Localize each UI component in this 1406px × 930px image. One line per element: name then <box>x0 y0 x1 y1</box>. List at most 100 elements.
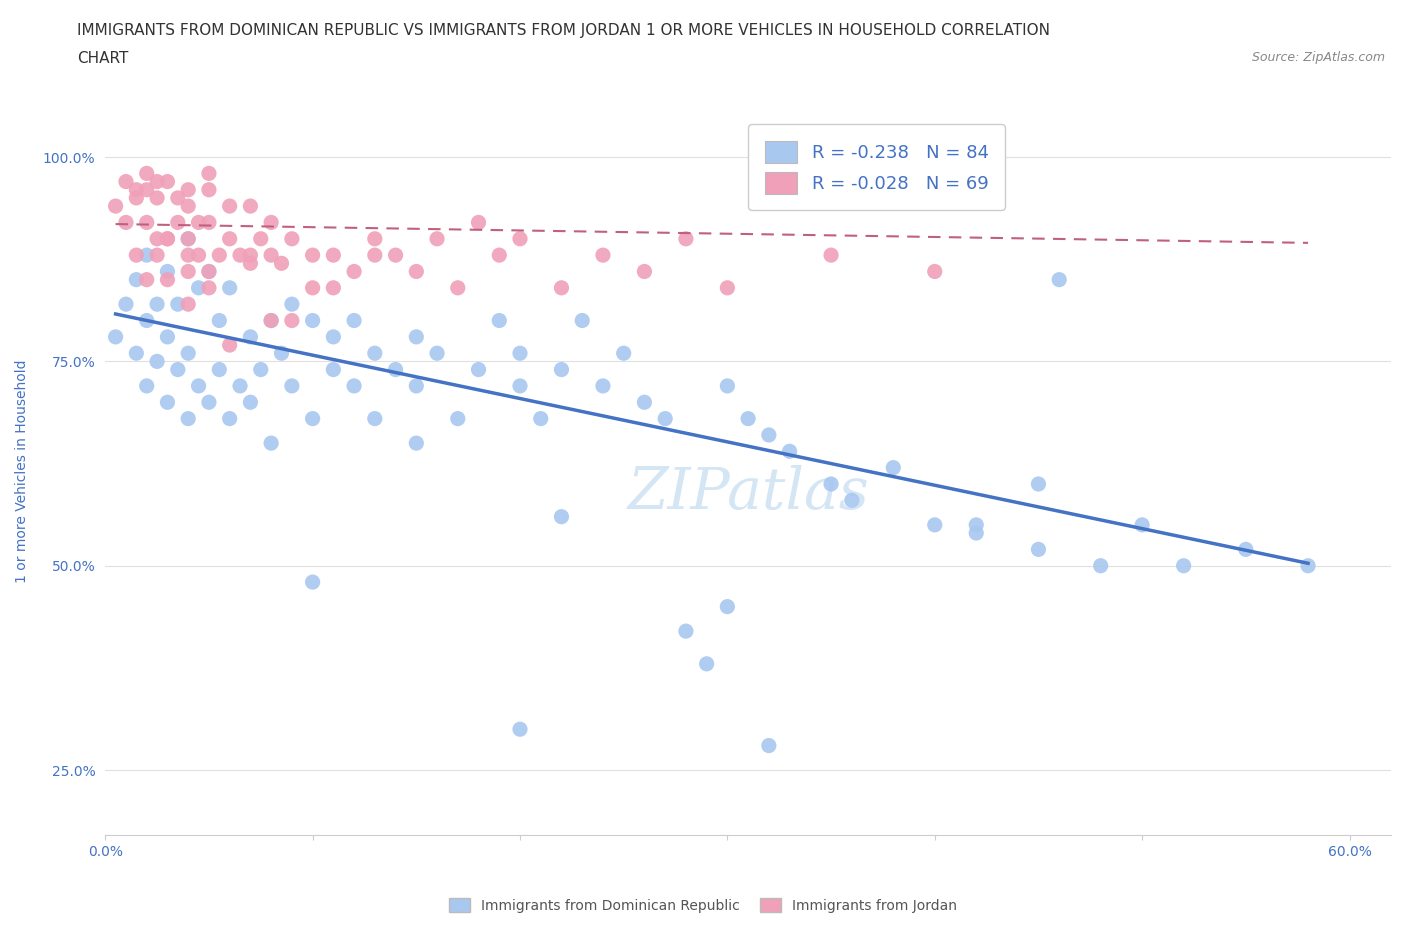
Point <box>146 232 169 246</box>
Point <box>343 313 366 328</box>
Point <box>550 510 572 525</box>
Point <box>281 232 304 246</box>
Point <box>364 232 387 246</box>
Point <box>405 264 427 279</box>
Point <box>322 247 344 262</box>
Point <box>675 232 697 246</box>
Point <box>716 379 738 393</box>
Point <box>260 247 283 262</box>
Point <box>239 329 262 344</box>
Point <box>965 525 987 540</box>
Point <box>530 411 553 426</box>
Point <box>156 395 179 410</box>
Point <box>509 722 531 737</box>
Point <box>426 232 449 246</box>
Text: Source: ZipAtlas.com: Source: ZipAtlas.com <box>1251 51 1385 64</box>
Point <box>364 411 387 426</box>
Point <box>924 517 946 532</box>
Point <box>125 182 148 197</box>
Point <box>166 191 188 206</box>
Point <box>426 346 449 361</box>
Point <box>260 313 283 328</box>
Point <box>301 247 323 262</box>
Point <box>177 182 200 197</box>
Point <box>301 280 323 295</box>
Point <box>405 435 427 450</box>
Point <box>716 280 738 295</box>
Point <box>260 435 283 450</box>
Point <box>322 362 344 377</box>
Point <box>509 379 531 393</box>
Point <box>166 215 188 230</box>
Point <box>716 599 738 614</box>
Point <box>125 191 148 206</box>
Point <box>104 199 127 214</box>
Point <box>198 166 221 180</box>
Point <box>1130 517 1153 532</box>
Point <box>177 264 200 279</box>
Point <box>1047 272 1070 287</box>
Point <box>550 362 572 377</box>
Point <box>779 444 801 458</box>
Point <box>135 313 157 328</box>
Point <box>135 247 157 262</box>
Point <box>841 493 863 508</box>
Point <box>633 395 655 410</box>
Point <box>654 411 676 426</box>
Point <box>177 346 200 361</box>
Point <box>281 379 304 393</box>
Point <box>758 428 780 443</box>
Point <box>405 329 427 344</box>
Point <box>281 297 304 312</box>
Point <box>198 395 221 410</box>
Point <box>125 247 148 262</box>
Point <box>239 247 262 262</box>
Point <box>633 264 655 279</box>
Point <box>260 313 283 328</box>
Point <box>187 247 209 262</box>
Text: ZIPatlas: ZIPatlas <box>627 465 869 522</box>
Point <box>1234 542 1257 557</box>
Point <box>592 379 614 393</box>
Point <box>550 280 572 295</box>
Point <box>177 232 200 246</box>
Point <box>301 313 323 328</box>
Point <box>447 280 470 295</box>
Point <box>125 272 148 287</box>
Point <box>249 232 271 246</box>
Point <box>156 174 179 189</box>
Point <box>488 313 510 328</box>
Point <box>115 215 138 230</box>
Point <box>208 313 231 328</box>
Point <box>270 256 292 271</box>
Point <box>1090 558 1112 573</box>
Point <box>156 232 179 246</box>
Point <box>177 232 200 246</box>
Point <box>509 232 531 246</box>
Point <box>104 329 127 344</box>
Point <box>239 395 262 410</box>
Point <box>146 174 169 189</box>
Point <box>187 215 209 230</box>
Point <box>509 346 531 361</box>
Point <box>229 247 252 262</box>
Point <box>198 264 221 279</box>
Point <box>198 280 221 295</box>
Point <box>146 354 169 369</box>
Point <box>187 280 209 295</box>
Point <box>447 411 470 426</box>
Point <box>156 232 179 246</box>
Point <box>384 362 406 377</box>
Point <box>135 166 157 180</box>
Point <box>239 199 262 214</box>
Point <box>1296 558 1319 573</box>
Point <box>343 264 366 279</box>
Point <box>924 264 946 279</box>
Point <box>270 346 292 361</box>
Point <box>198 182 221 197</box>
Point <box>488 247 510 262</box>
Point <box>343 379 366 393</box>
Point <box>218 280 240 295</box>
Point <box>135 215 157 230</box>
Point <box>115 174 138 189</box>
